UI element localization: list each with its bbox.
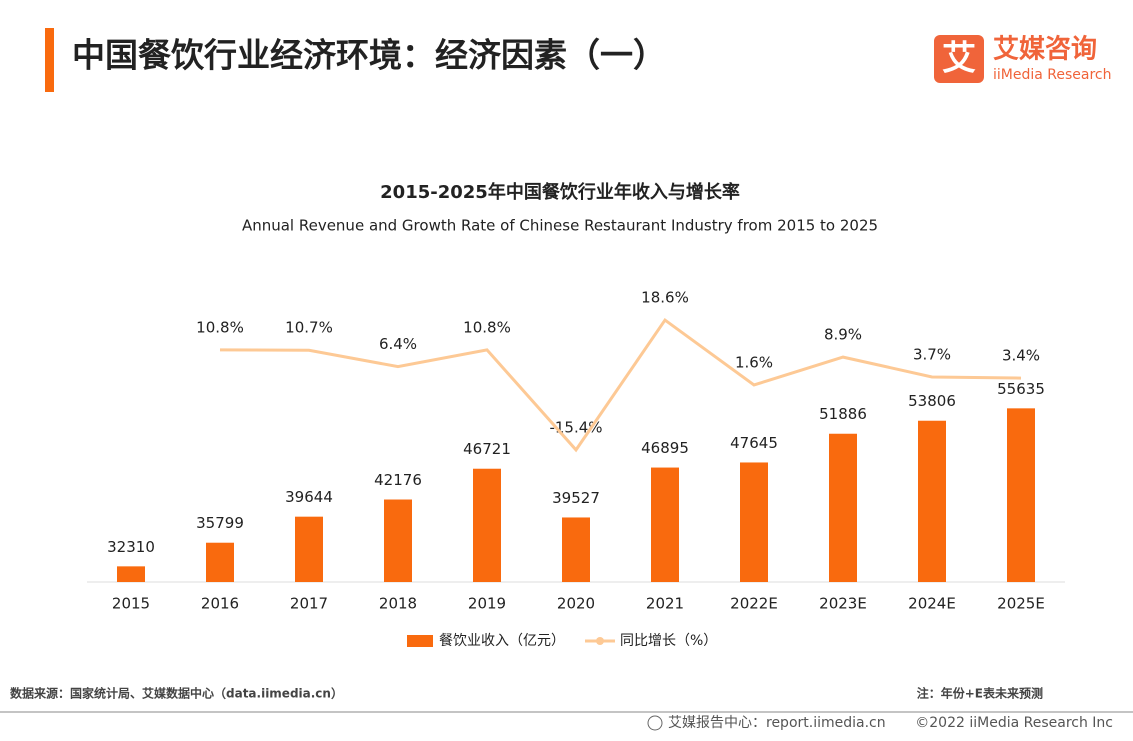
logo-sub: iiMedia Research [993,67,1112,83]
globe-icon [647,715,663,731]
bar [384,499,412,582]
line-label: 1.6% [735,353,773,371]
growth-line [219,317,1022,453]
line-label: 10.8% [196,318,244,336]
chart-subtitle: Annual Revenue and Growth Rate of Chines… [242,217,878,235]
bar-label: 39644 [285,488,333,506]
bar-label: 39527 [552,489,600,507]
x-tick-label: 2016 [201,595,239,613]
x-tick-label: 2020 [557,595,595,613]
bar [829,433,857,582]
x-tick-label: 2018 [379,595,417,613]
line-label: 10.8% [463,318,511,336]
bar-label: 46895 [641,439,689,457]
bar-label: 46721 [463,440,511,458]
bar [206,542,234,582]
line-label: 18.6% [641,289,689,307]
line-label: 3.4% [1002,347,1040,365]
bar-label: 55635 [997,380,1045,398]
page-title: 中国餐饮行业经济环境：经济因素（一） [72,36,666,75]
x-tick-label: 2022E [730,595,778,613]
copyright: ©2022 iiMedia Research Inc [915,715,1113,731]
chart-title: 2015-2025年中国餐饮行业年收入与增长率 [380,181,740,203]
source: 数据来源：国家统计局、艾媒数据中心（data.iimedia.cn） [10,686,343,701]
x-tick-label: 2019 [468,595,506,613]
line-label: 6.4% [379,335,417,353]
bar [473,468,501,582]
logo-mark: 艾 [942,39,976,79]
bar [117,566,145,582]
title-accent [45,28,54,92]
x-tick-label: 2021 [646,595,684,613]
bar-label: 35799 [196,514,244,532]
logo-name: 艾媒咨询 [993,34,1097,65]
x-tick-label: 2023E [819,595,867,613]
legend-label: 同比增长（%） [620,633,717,649]
bar [651,467,679,582]
note: 注：年份+E表未来预测 [917,686,1043,701]
bar [918,420,946,582]
bar-label: 53806 [908,392,956,410]
x-tick-label: 2024E [908,595,956,613]
footer-center: 艾媒报告中心：report.iimedia.cn [668,715,886,731]
line-label: 10.7% [285,319,333,337]
line-label: 8.9% [824,326,862,344]
bar-label: 51886 [819,405,867,423]
bar-label: 47645 [730,434,778,452]
bar [740,462,768,582]
bar-label: 32310 [107,538,155,556]
legend-swatch [407,635,433,647]
bar [295,516,323,582]
bar [1007,408,1035,582]
x-tick-label: 2015 [112,595,150,613]
logo-box [934,35,984,83]
x-tick-label: 2025E [997,595,1045,613]
x-tick-label: 2017 [290,595,328,613]
bar-label: 42176 [374,471,422,489]
line-label: 3.7% [913,345,951,363]
legend-marker [596,637,604,645]
legend-label: 餐饮业收入（亿元） [439,633,565,649]
bar [562,517,590,582]
